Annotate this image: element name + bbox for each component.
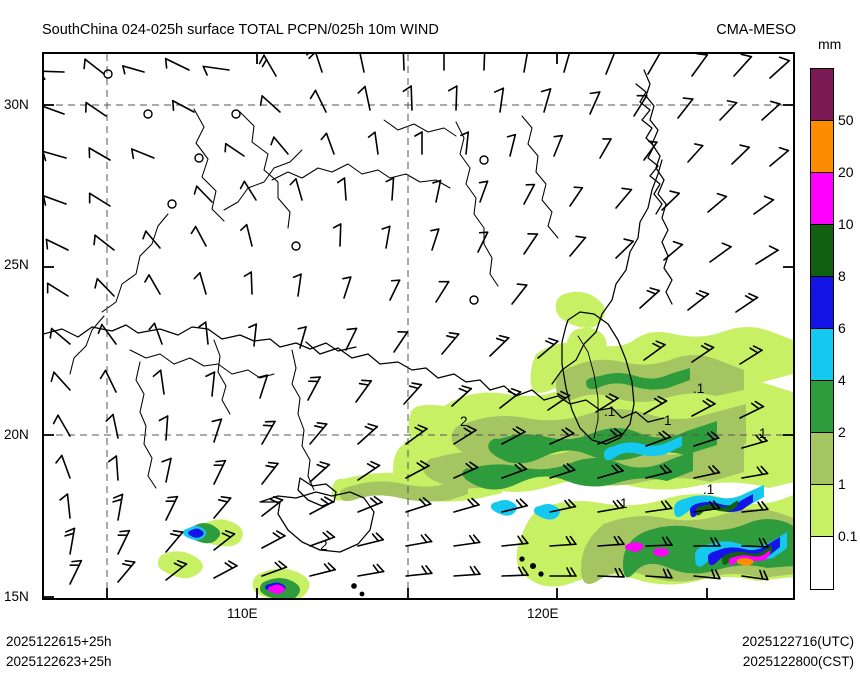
svg-text:2: 2 — [320, 538, 328, 553]
colorbar-band — [811, 121, 833, 173]
colorbar-tick-label: 8 — [838, 268, 846, 284]
colorbar-band — [811, 277, 833, 329]
contour-labels: .1 .1 1 1 2 .1 1 2 — [320, 381, 767, 553]
contour-label: .1 — [604, 404, 615, 419]
axis-ticks — [44, 54, 793, 598]
colorbar-band — [811, 69, 833, 121]
colorbar-tick-label: 50 — [838, 112, 854, 128]
svg-text:2: 2 — [460, 414, 468, 429]
colorbar-tick-label: 1 — [838, 476, 846, 492]
x-axis-label-120e: 120E — [527, 606, 559, 621]
colorbar-band — [811, 537, 833, 589]
svg-text:1: 1 — [664, 413, 672, 428]
footer-init-cst: 2025122623+25h — [6, 654, 112, 669]
map-canvas: .1 .1 1 1 2 .1 1 2 — [44, 54, 793, 598]
colorbar-band — [811, 173, 833, 225]
y-axis-label-15n: 15N — [4, 589, 29, 604]
model-label: CMA-MESO — [716, 22, 796, 38]
colorbar-units-label: mm — [818, 36, 842, 52]
x-axis-label-110e: 110E — [227, 606, 258, 621]
y-axis-label-30n: 30N — [4, 97, 29, 112]
wind-barb-field — [44, 54, 791, 585]
colorbar-band — [811, 485, 833, 537]
colorbar-tick-label: 20 — [838, 164, 854, 180]
colorbar-band — [811, 329, 833, 381]
page-title: SouthChina 024-025h surface TOTAL PCPN/0… — [42, 22, 439, 38]
colorbar-tick-label: 0.1 — [838, 528, 858, 544]
colorbar-band — [811, 225, 833, 277]
svg-text:.1: .1 — [693, 381, 704, 396]
svg-text:.1: .1 — [703, 482, 714, 497]
colorbar-tick-label: 4 — [838, 372, 846, 388]
map-plot-area: .1 .1 1 1 2 .1 1 2 — [42, 52, 795, 600]
colorbar-tick-label: 2 — [838, 424, 846, 440]
footer-valid-cst: 2025122800(CST) — [742, 654, 854, 669]
colorbar-band — [811, 381, 833, 433]
colorbar-tick-label: 6 — [838, 320, 846, 336]
svg-text:1: 1 — [759, 426, 767, 441]
y-axis-label-25n: 25N — [4, 257, 29, 272]
y-axis-label-20n: 20N — [4, 427, 29, 442]
footer-valid-utc: 2025122716(UTC) — [742, 634, 854, 649]
colorbar-band — [811, 433, 833, 485]
footer-init-utc: 2025122615+25h — [6, 634, 112, 649]
precipitation-colorbar — [810, 68, 834, 590]
svg-text:1: 1 — [620, 496, 628, 511]
colorbar-tick-label: 10 — [838, 216, 854, 232]
